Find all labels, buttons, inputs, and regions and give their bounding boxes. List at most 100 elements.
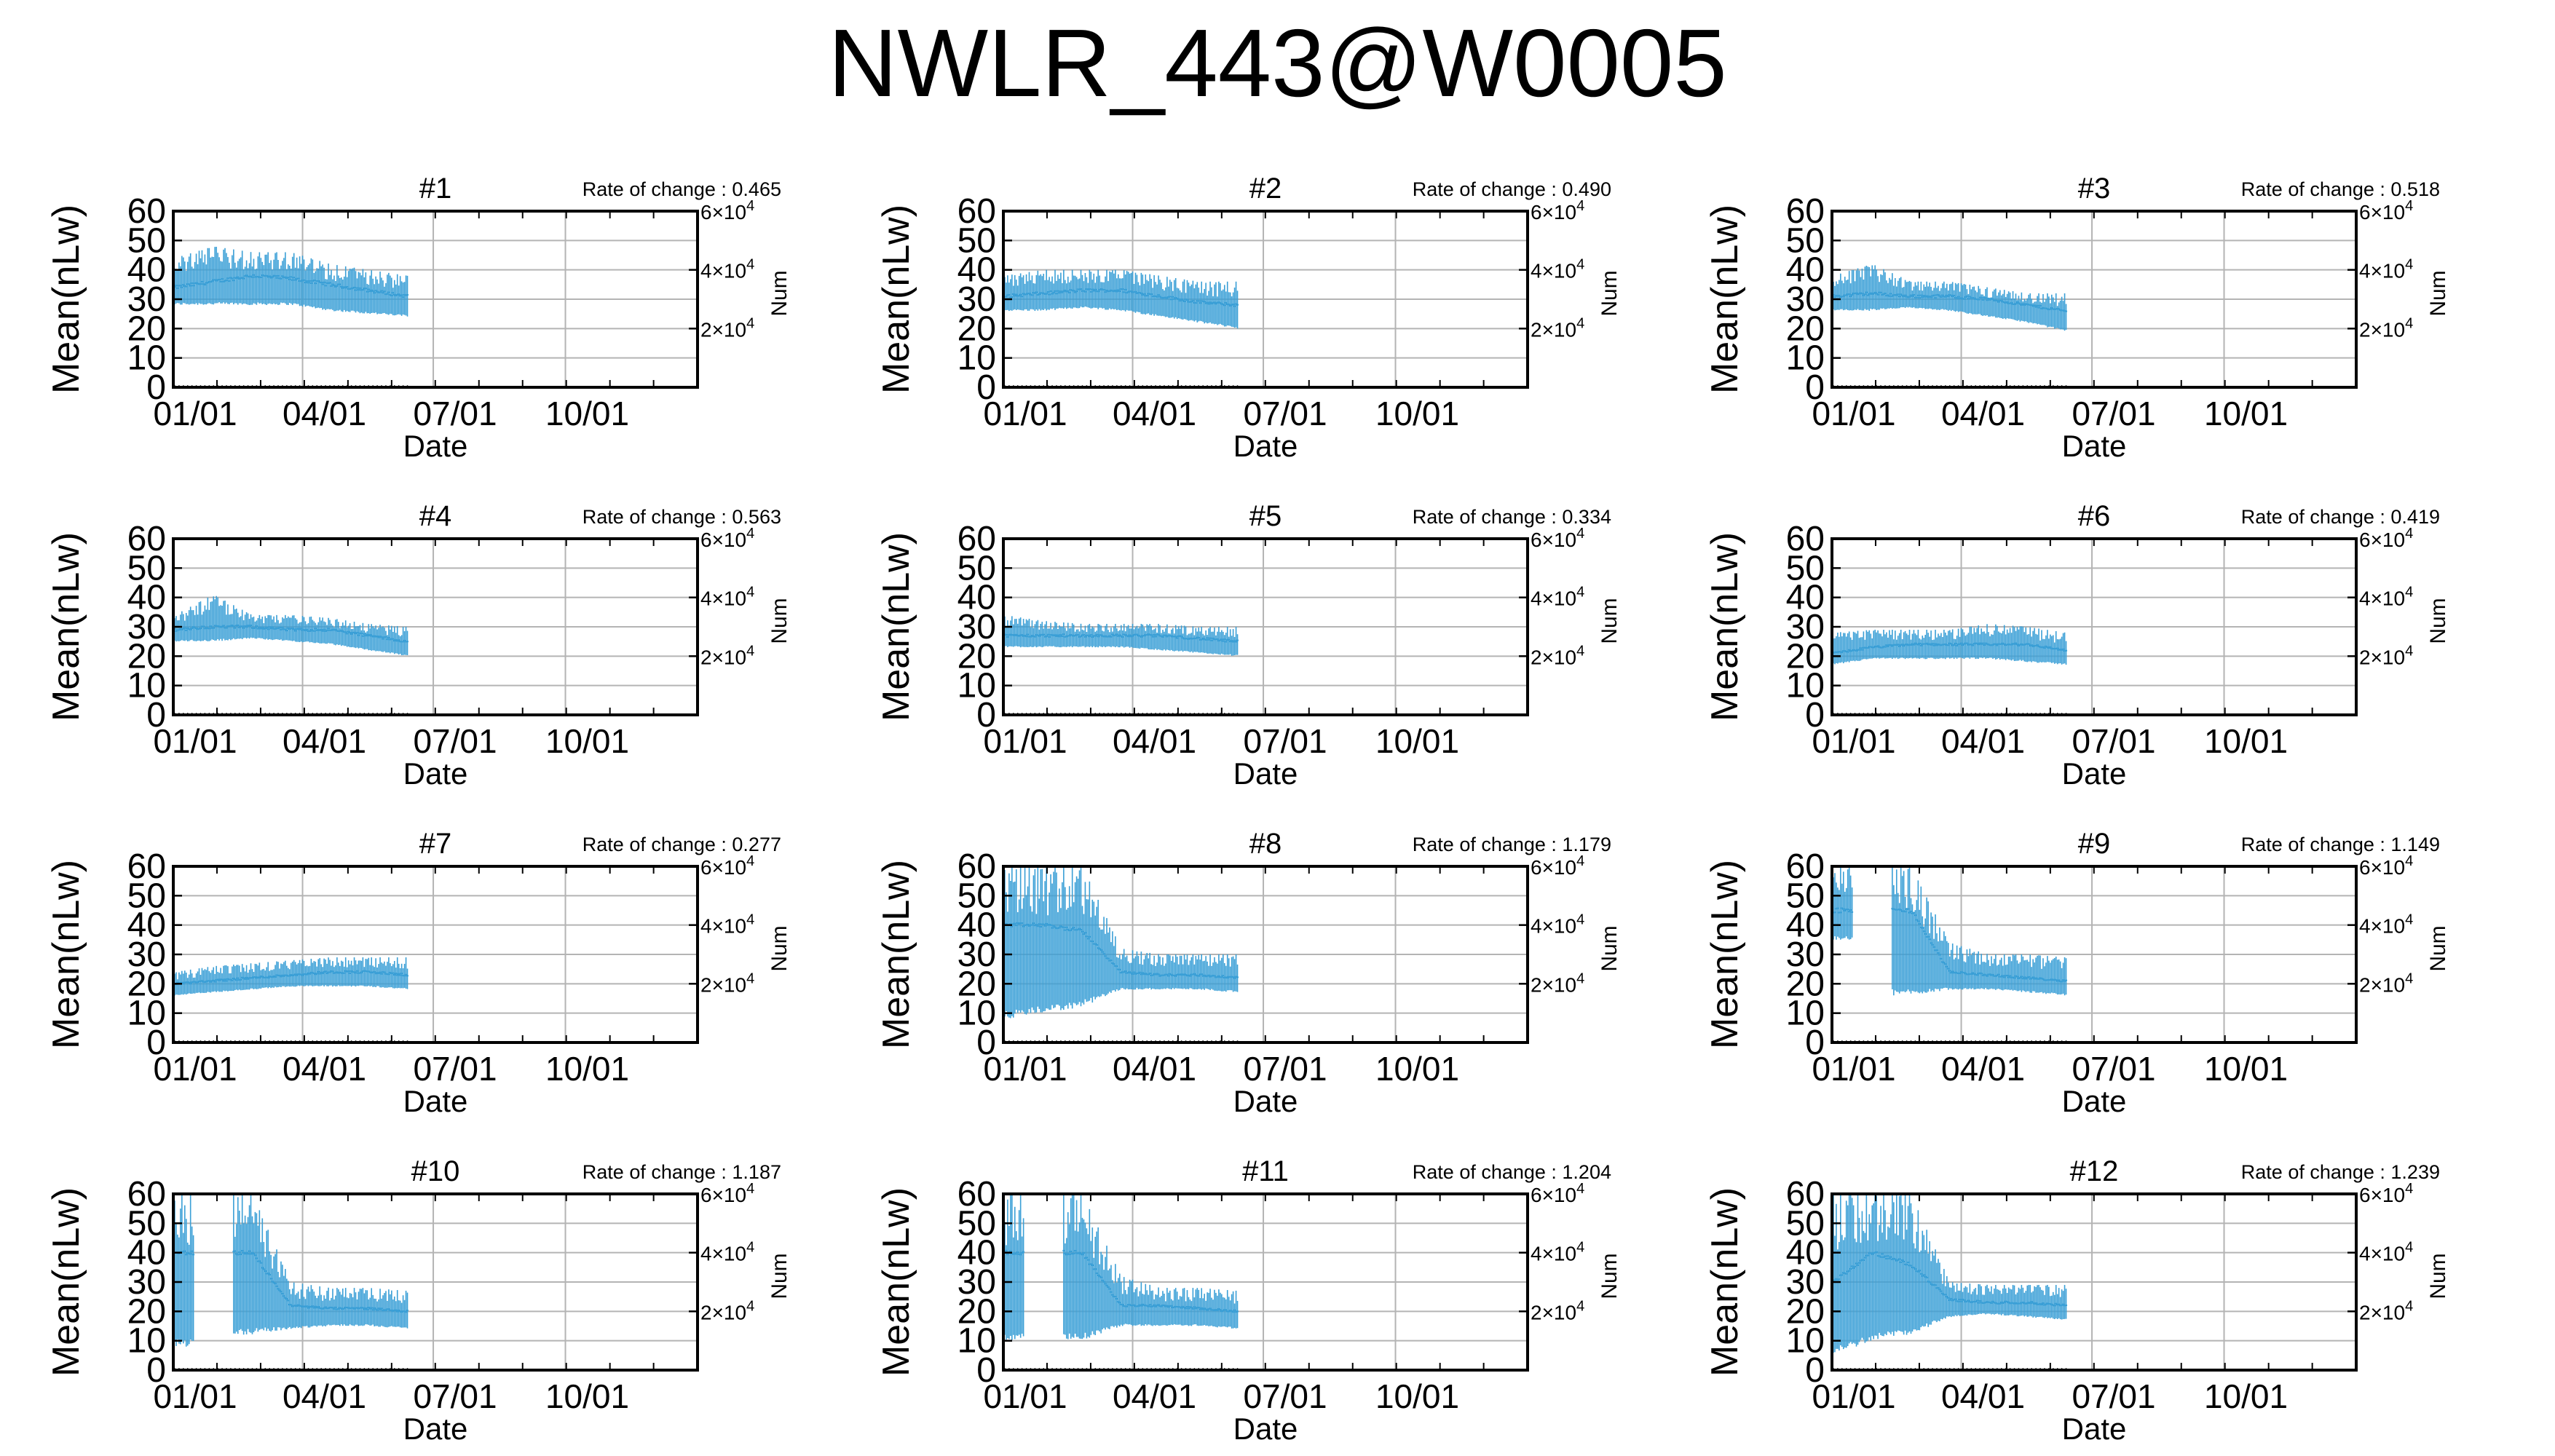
y2-tick-label: 2×104 [700, 643, 754, 668]
y-axis-title: Mean(nLw) [875, 860, 917, 1049]
panel-title: #8 [1249, 828, 1282, 860]
rate-of-change-label: Rate of change : 1.204 [1413, 1161, 1611, 1183]
y-tick-label: 40 [1786, 906, 1825, 945]
y2-tick-label: 2×104 [700, 1298, 754, 1324]
rate-of-change-label: Rate of change : 0.490 [1413, 178, 1611, 200]
y-tick-label: 50 [127, 221, 166, 260]
y2-tick-label: 2×104 [1531, 643, 1584, 668]
y-tick-label: 0 [976, 368, 996, 407]
x-tick-label: 01/01 [1812, 1050, 1895, 1088]
y-tick-label: 50 [127, 549, 166, 587]
panel-title: #5 [1249, 500, 1282, 532]
y-axis-title: Mean(nLw) [875, 205, 917, 394]
y-tick-label: 30 [127, 608, 166, 646]
y2-tick-label: 4×104 [2359, 585, 2413, 610]
x-tick-label: 01/01 [983, 1377, 1067, 1415]
y2-axis-title: Num [1598, 598, 1622, 644]
y-tick-label: 60 [957, 847, 996, 886]
y-tick-label: 40 [127, 1234, 166, 1273]
y-tick-label: 20 [957, 1292, 996, 1331]
y-axis-title: Mean(nLw) [45, 1187, 87, 1377]
x-tick-label: 01/01 [983, 1050, 1067, 1088]
x-tick-label: 04/01 [1941, 1050, 2025, 1088]
x-tick-label: 01/01 [1812, 395, 1895, 432]
x-tick-label: 10/01 [545, 395, 629, 432]
x-tick-label: 01/01 [153, 722, 237, 760]
y-tick-label: 0 [976, 1351, 996, 1390]
panel-title: #2 [1249, 173, 1282, 205]
y2-axis-title: Num [767, 270, 791, 316]
y2-tick-label: 4×104 [700, 912, 754, 938]
x-tick-label: 07/01 [1243, 722, 1327, 760]
panel-title: #1 [419, 173, 452, 205]
x-axis-title: Date [2062, 756, 2127, 791]
x-axis-title: Date [403, 756, 468, 791]
y-tick-label: 10 [127, 339, 166, 378]
y2-tick-label: 6×104 [1531, 198, 1584, 223]
y-tick-label: 40 [957, 251, 996, 290]
x-tick-label: 07/01 [413, 722, 497, 760]
x-axis-title: Date [1233, 429, 1298, 463]
y-tick-label: 10 [127, 994, 166, 1033]
y-tick-label: 10 [1786, 339, 1825, 378]
x-tick-label: 04/01 [1941, 395, 2025, 432]
y2-axis-title: Num [767, 1253, 791, 1299]
x-tick-label: 01/01 [153, 395, 237, 432]
y-tick-label: 30 [127, 935, 166, 974]
x-tick-label: 01/01 [153, 1050, 237, 1088]
y-tick-label: 40 [1786, 251, 1825, 290]
y2-tick-label: 4×104 [1531, 912, 1584, 938]
x-tick-label: 07/01 [413, 1050, 497, 1088]
y-axis-title: Mean(nLw) [1704, 860, 1746, 1049]
y-tick-label: 0 [976, 1024, 996, 1062]
x-tick-label: 01/01 [983, 395, 1067, 432]
x-tick-label: 04/01 [283, 1050, 366, 1088]
x-tick-label: 04/01 [1113, 1050, 1196, 1088]
y-tick-label: 60 [127, 1175, 166, 1214]
x-tick-label: 07/01 [2072, 722, 2155, 760]
y2-tick-label: 6×104 [1531, 526, 1584, 551]
y2-tick-label: 2×104 [700, 970, 754, 996]
y-tick-label: 10 [127, 667, 166, 705]
x-axis-title: Date [403, 1084, 468, 1118]
y-tick-label: 10 [127, 1322, 166, 1361]
y-tick-label: 60 [1786, 192, 1825, 231]
x-tick-label: 10/01 [1375, 395, 1459, 432]
y-tick-label: 60 [957, 1175, 996, 1214]
y-tick-label: 20 [127, 965, 166, 1003]
y-axis-title: Mean(nLw) [875, 1187, 917, 1377]
y-axis-title: Mean(nLw) [45, 860, 87, 1049]
y-tick-label: 40 [957, 1234, 996, 1273]
x-tick-label: 04/01 [1113, 1377, 1196, 1415]
x-tick-label: 07/01 [2072, 395, 2155, 432]
y2-axis-title: Num [1598, 925, 1622, 971]
y2-tick-label: 6×104 [2359, 526, 2413, 551]
x-tick-label: 04/01 [1941, 722, 2025, 760]
y2-tick-label: 6×104 [2359, 853, 2413, 879]
x-tick-label: 10/01 [1375, 1377, 1459, 1415]
y-tick-label: 0 [1805, 368, 1825, 407]
y2-axis-title: Num [2426, 598, 2450, 644]
x-axis-title: Date [403, 1412, 468, 1446]
panel-title: #4 [419, 500, 452, 532]
y-tick-label: 60 [1786, 520, 1825, 558]
y2-axis-title: Num [767, 598, 791, 644]
y-tick-label: 40 [127, 251, 166, 290]
y-tick-label: 0 [1805, 1024, 1825, 1062]
x-tick-label: 10/01 [2204, 722, 2288, 760]
x-axis-title: Date [2062, 429, 2127, 463]
y-tick-label: 20 [127, 637, 166, 676]
panel-title: #3 [2078, 173, 2111, 205]
x-axis-title: Date [1233, 1412, 1298, 1446]
y2-tick-label: 6×104 [700, 198, 754, 223]
x-tick-label: 07/01 [413, 1377, 497, 1415]
y-axis-title: Mean(nLw) [45, 205, 87, 394]
y-tick-label: 30 [1786, 608, 1825, 646]
